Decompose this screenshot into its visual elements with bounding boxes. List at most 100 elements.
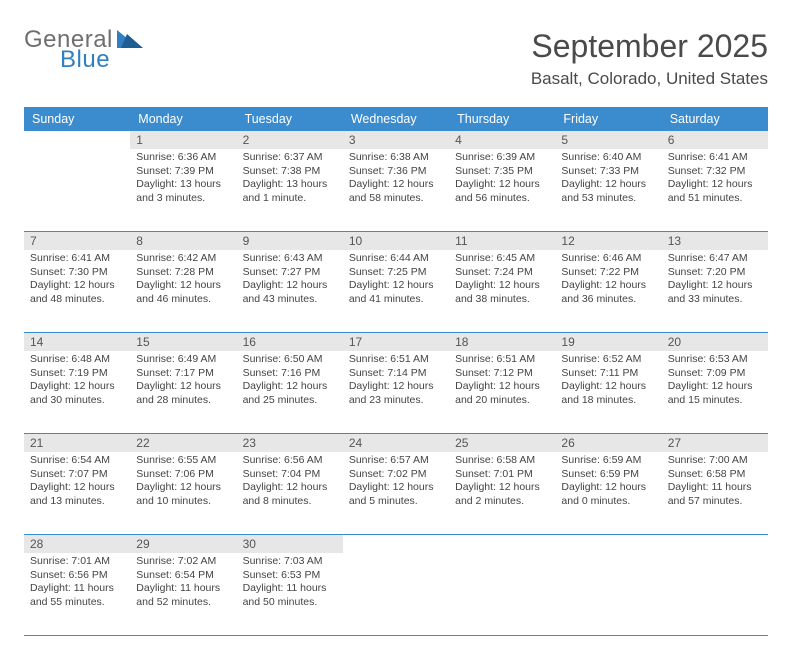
day-number-row: 123456 [24, 131, 768, 149]
sunrise-text: Sunrise: 6:57 AM [349, 454, 443, 468]
daylight-text: Daylight: 12 hours and 23 minutes. [349, 380, 443, 407]
day-number [24, 131, 130, 149]
daylight-text: Daylight: 12 hours and 38 minutes. [455, 279, 549, 306]
day-number: 23 [237, 434, 343, 452]
sunset-text: Sunset: 7:17 PM [136, 367, 230, 381]
sunrise-text: Sunrise: 7:02 AM [136, 555, 230, 569]
daylight-text: Daylight: 11 hours and 55 minutes. [30, 582, 124, 609]
week-row: Sunrise: 7:01 AMSunset: 6:56 PMDaylight:… [24, 553, 768, 636]
day-number: 28 [24, 535, 130, 553]
week-row: Sunrise: 6:48 AMSunset: 7:19 PMDaylight:… [24, 351, 768, 434]
day-number: 2 [237, 131, 343, 149]
sunset-text: Sunset: 6:53 PM [243, 569, 337, 583]
sunset-text: Sunset: 7:01 PM [455, 468, 549, 482]
daylight-text: Daylight: 12 hours and 30 minutes. [30, 380, 124, 407]
daylight-text: Daylight: 12 hours and 0 minutes. [561, 481, 655, 508]
day-number: 19 [555, 333, 661, 351]
day-number: 3 [343, 131, 449, 149]
sunset-text: Sunset: 6:58 PM [668, 468, 762, 482]
daylight-text: Daylight: 12 hours and 25 minutes. [243, 380, 337, 407]
day-number: 8 [130, 232, 236, 250]
day-number-row: 14151617181920 [24, 333, 768, 351]
daylight-text: Daylight: 12 hours and 53 minutes. [561, 178, 655, 205]
day-cell: Sunrise: 6:41 AMSunset: 7:30 PMDaylight:… [24, 250, 130, 332]
sunrise-text: Sunrise: 6:42 AM [136, 252, 230, 266]
sunrise-text: Sunrise: 7:00 AM [668, 454, 762, 468]
day-number: 12 [555, 232, 661, 250]
logo: General Blue [24, 28, 143, 72]
day-number: 29 [130, 535, 236, 553]
day-number: 16 [237, 333, 343, 351]
day-cell: Sunrise: 6:39 AMSunset: 7:35 PMDaylight:… [449, 149, 555, 231]
daylight-text: Daylight: 11 hours and 50 minutes. [243, 582, 337, 609]
day-number: 20 [662, 333, 768, 351]
sunrise-text: Sunrise: 6:47 AM [668, 252, 762, 266]
sunset-text: Sunset: 7:39 PM [136, 165, 230, 179]
day-cell [343, 553, 449, 635]
day-number: 5 [555, 131, 661, 149]
sunrise-text: Sunrise: 6:37 AM [243, 151, 337, 165]
daylight-text: Daylight: 12 hours and 36 minutes. [561, 279, 655, 306]
day-cell [449, 553, 555, 635]
daylight-text: Daylight: 11 hours and 57 minutes. [668, 481, 762, 508]
sunset-text: Sunset: 7:07 PM [30, 468, 124, 482]
day-cell: Sunrise: 6:50 AMSunset: 7:16 PMDaylight:… [237, 351, 343, 433]
day-number: 26 [555, 434, 661, 452]
logo-text-blue: Blue [60, 48, 143, 72]
day-number [343, 535, 449, 553]
day-number-row: 282930 [24, 535, 768, 553]
sunrise-text: Sunrise: 6:58 AM [455, 454, 549, 468]
calendar: Sunday Monday Tuesday Wednesday Thursday… [24, 107, 768, 636]
daylight-text: Daylight: 12 hours and 20 minutes. [455, 380, 549, 407]
weekday-wednesday: Wednesday [343, 107, 449, 131]
sunrise-text: Sunrise: 6:39 AM [455, 151, 549, 165]
day-cell: Sunrise: 7:00 AMSunset: 6:58 PMDaylight:… [662, 452, 768, 534]
daylight-text: Daylight: 12 hours and 41 minutes. [349, 279, 443, 306]
daylight-text: Daylight: 12 hours and 51 minutes. [668, 178, 762, 205]
sunrise-text: Sunrise: 6:45 AM [455, 252, 549, 266]
sunrise-text: Sunrise: 6:49 AM [136, 353, 230, 367]
title-block: September 2025 Basalt, Colorado, United … [531, 28, 768, 89]
daylight-text: Daylight: 13 hours and 1 minute. [243, 178, 337, 205]
daylight-text: Daylight: 12 hours and 5 minutes. [349, 481, 443, 508]
sunrise-text: Sunrise: 6:38 AM [349, 151, 443, 165]
day-number: 11 [449, 232, 555, 250]
sunset-text: Sunset: 7:19 PM [30, 367, 124, 381]
day-number: 18 [449, 333, 555, 351]
sunset-text: Sunset: 7:27 PM [243, 266, 337, 280]
location: Basalt, Colorado, United States [531, 69, 768, 89]
sunset-text: Sunset: 7:02 PM [349, 468, 443, 482]
sunset-text: Sunset: 7:20 PM [668, 266, 762, 280]
sunrise-text: Sunrise: 6:51 AM [349, 353, 443, 367]
daylight-text: Daylight: 12 hours and 46 minutes. [136, 279, 230, 306]
weekday-header: Sunday Monday Tuesday Wednesday Thursday… [24, 107, 768, 131]
day-cell: Sunrise: 7:01 AMSunset: 6:56 PMDaylight:… [24, 553, 130, 635]
daylight-text: Daylight: 12 hours and 48 minutes. [30, 279, 124, 306]
sunrise-text: Sunrise: 6:41 AM [30, 252, 124, 266]
day-number: 7 [24, 232, 130, 250]
day-number: 17 [343, 333, 449, 351]
daylight-text: Daylight: 12 hours and 15 minutes. [668, 380, 762, 407]
sunset-text: Sunset: 7:30 PM [30, 266, 124, 280]
daylight-text: Daylight: 12 hours and 18 minutes. [561, 380, 655, 407]
day-number [449, 535, 555, 553]
sunrise-text: Sunrise: 6:46 AM [561, 252, 655, 266]
day-number: 15 [130, 333, 236, 351]
day-number: 24 [343, 434, 449, 452]
sunrise-text: Sunrise: 6:51 AM [455, 353, 549, 367]
sunrise-text: Sunrise: 6:48 AM [30, 353, 124, 367]
day-number-row: 78910111213 [24, 232, 768, 250]
week-row: Sunrise: 6:36 AMSunset: 7:39 PMDaylight:… [24, 149, 768, 232]
sunrise-text: Sunrise: 7:01 AM [30, 555, 124, 569]
sunrise-text: Sunrise: 6:56 AM [243, 454, 337, 468]
sunrise-text: Sunrise: 6:54 AM [30, 454, 124, 468]
day-number: 1 [130, 131, 236, 149]
sunrise-text: Sunrise: 6:50 AM [243, 353, 337, 367]
day-cell: Sunrise: 6:57 AMSunset: 7:02 PMDaylight:… [343, 452, 449, 534]
day-number [662, 535, 768, 553]
day-number: 13 [662, 232, 768, 250]
weeks-container: 123456Sunrise: 6:36 AMSunset: 7:39 PMDay… [24, 131, 768, 636]
sunset-text: Sunset: 7:06 PM [136, 468, 230, 482]
day-cell: Sunrise: 7:03 AMSunset: 6:53 PMDaylight:… [237, 553, 343, 635]
day-cell: Sunrise: 6:51 AMSunset: 7:14 PMDaylight:… [343, 351, 449, 433]
